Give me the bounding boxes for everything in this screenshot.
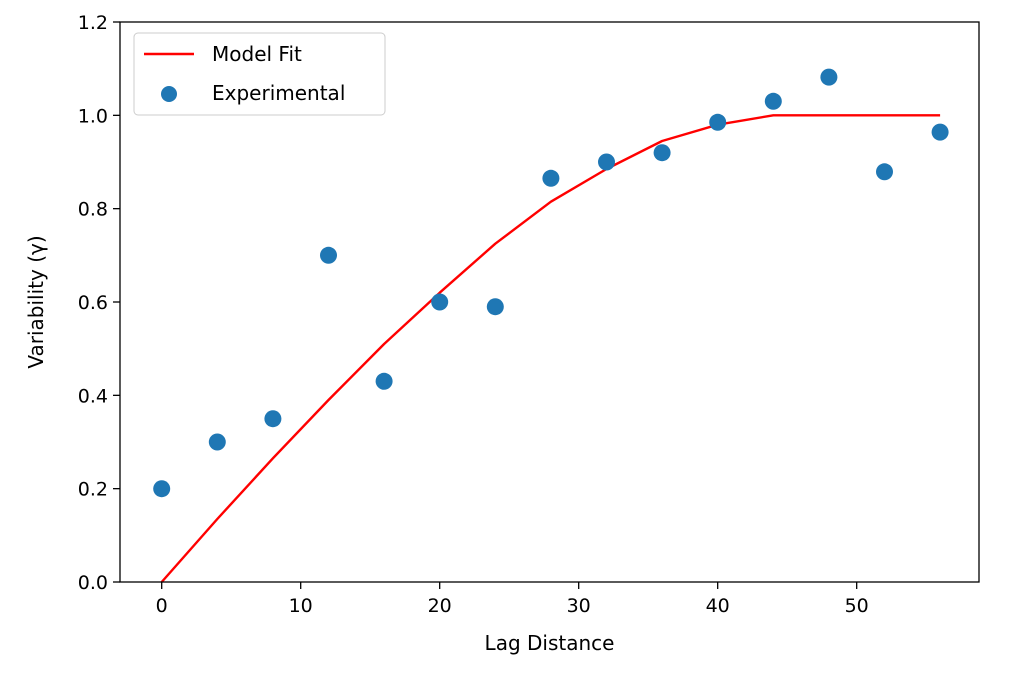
experimental-point [764, 92, 782, 110]
x-tick-label: 30 [567, 595, 591, 617]
legend-marker-swatch [161, 86, 177, 102]
experimental-point [153, 480, 171, 498]
y-axis: 0.0 0.2 0.4 0.6 0.8 1.0 1.2 [78, 12, 120, 594]
experimental-point [709, 113, 727, 131]
experimental-point [264, 410, 282, 428]
x-tick-label: 40 [706, 595, 730, 617]
y-tick-label: 1.2 [78, 12, 108, 34]
experimental-point [653, 144, 671, 162]
legend-label-experimental: Experimental [212, 81, 345, 105]
model-fit-line [160, 114, 941, 583]
experimental-point [820, 68, 838, 86]
y-tick-label: 0.0 [78, 572, 108, 594]
x-tick-label: 50 [845, 595, 869, 617]
x-axis-label: Lag Distance [485, 631, 615, 655]
y-axis-label: Variability (γ) [24, 235, 48, 368]
experimental-point [431, 293, 449, 311]
experimental-point [542, 169, 560, 187]
x-tick-label: 10 [289, 595, 313, 617]
experimental-point [876, 163, 893, 181]
y-tick-label: 0.8 [78, 199, 108, 221]
y-tick-label: 0.2 [78, 479, 108, 501]
legend-box [133, 32, 386, 116]
x-axis: 0 10 20 30 40 50 [156, 582, 869, 617]
x-tick-label: 20 [428, 595, 452, 617]
experimental-point [486, 298, 504, 316]
x-tick-label: 0 [156, 595, 168, 617]
series-layer [153, 68, 949, 583]
experimental-point [208, 433, 226, 451]
y-tick-label: 0.6 [78, 292, 108, 314]
y-tick-label: 1.0 [78, 105, 108, 127]
experimental-point [598, 153, 615, 171]
experimental-point [375, 372, 393, 390]
legend: Model Fit Experimental [133, 32, 386, 116]
experimental-point [931, 123, 949, 141]
experimental-point [320, 246, 337, 264]
legend-label-model-fit: Model Fit [212, 42, 302, 66]
y-tick-label: 0.4 [78, 385, 108, 407]
